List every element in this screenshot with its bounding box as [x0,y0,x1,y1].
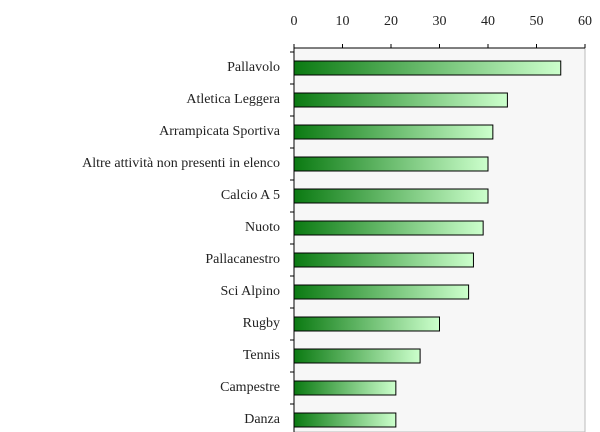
y-tick-label: Pallavolo [227,60,280,75]
y-tick-label: Sci Alpino [220,284,280,299]
plot-area [293,47,586,432]
x-tick-label: 30 [433,14,447,29]
bar [293,188,489,204]
y-tick-label: Campestre [220,380,280,395]
y-tick-label: Rugby [243,316,280,331]
bar [293,60,562,76]
x-tick-label: 60 [578,14,592,29]
bar [293,124,494,140]
y-tick-label: Arrampicata Sportiva [159,124,281,139]
y-tick-label: Nuoto [245,220,280,235]
bar [293,92,508,108]
bar [293,412,397,428]
bar [293,316,440,332]
bar [293,252,474,268]
x-tick-label: 20 [384,14,398,29]
y-tick-label: Danza [244,412,281,427]
bar [293,220,484,236]
x-tick-label: 50 [530,14,544,29]
y-tick-label: Tennis [243,348,280,363]
y-tick-label: Calcio A 5 [221,188,280,203]
y-tick-label: Pallacanestro [205,252,280,267]
y-tick-label: Atletica Leggera [186,92,280,107]
bar [293,156,489,172]
y-tick-label: Altre attività non presenti in elenco [82,156,280,171]
bar [293,380,397,396]
bar [293,284,470,300]
bar [293,348,421,364]
x-tick-label: 40 [481,14,495,29]
x-tick-label: 0 [291,14,298,29]
x-tick-label: 10 [336,14,350,29]
